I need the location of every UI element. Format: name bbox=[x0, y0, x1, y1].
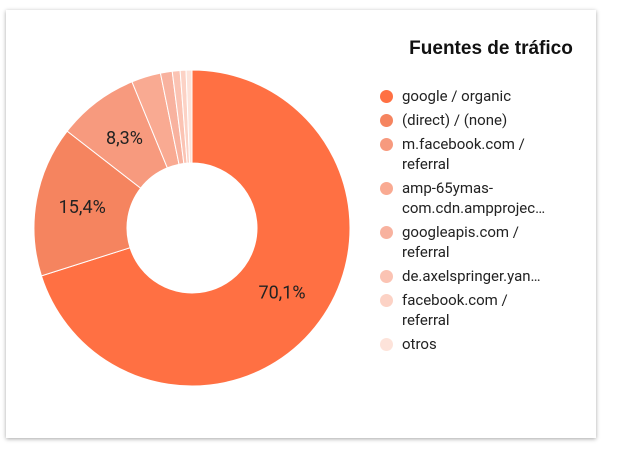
legend-swatch bbox=[380, 138, 393, 151]
legend-item: amp-65ymas-com.cdn.ampprojec… bbox=[380, 178, 560, 218]
legend-item: googleapis.com / referral bbox=[380, 222, 560, 262]
legend-label: m.facebook.com / referral bbox=[402, 135, 525, 173]
card: 70,1% 15,4% 8,3% Fuentes de tráfico google… bbox=[6, 10, 596, 438]
legend-swatch bbox=[380, 114, 393, 127]
slice bbox=[185, 69, 193, 164]
legend-label: de.axelspringer.yan… bbox=[402, 267, 541, 285]
legend-item: (direct) / (none) bbox=[380, 110, 560, 130]
legend-swatch bbox=[380, 182, 393, 195]
slice-label: 8,3% bbox=[106, 128, 143, 149]
slice bbox=[33, 130, 142, 277]
slice-label: 15,4% bbox=[59, 197, 106, 218]
legend-swatch bbox=[380, 90, 393, 103]
legend-swatch bbox=[380, 294, 393, 307]
slice bbox=[40, 69, 351, 387]
legend: google / organic (direct) / (none) m.faceb… bbox=[380, 86, 560, 358]
legend-item: google / organic bbox=[380, 86, 560, 106]
legend-item: otros bbox=[380, 334, 560, 354]
legend-label: otros bbox=[402, 335, 437, 353]
legend-item: m.facebook.com / referral bbox=[380, 134, 560, 174]
legend-label: (direct) / (none) bbox=[402, 111, 508, 129]
legend-label: facebook.com / referral bbox=[402, 291, 508, 329]
legend-label: google / organic bbox=[402, 87, 512, 105]
legend-swatch bbox=[380, 338, 393, 351]
legend-swatch bbox=[380, 226, 393, 239]
legend-label: amp-65ymas-com.cdn.ampprojec… bbox=[402, 179, 546, 217]
legend-label: googleapis.com / referral bbox=[402, 223, 519, 261]
legend-item: facebook.com / referral bbox=[380, 290, 560, 330]
legend-item: de.axelspringer.yan… bbox=[380, 266, 560, 286]
legend-swatch bbox=[380, 270, 393, 283]
chart-title: Fuentes de tráfico bbox=[409, 38, 573, 59]
slice-label: 70,1% bbox=[258, 283, 305, 304]
chart: 70,1% 15,4% 8,3% bbox=[33, 69, 351, 387]
